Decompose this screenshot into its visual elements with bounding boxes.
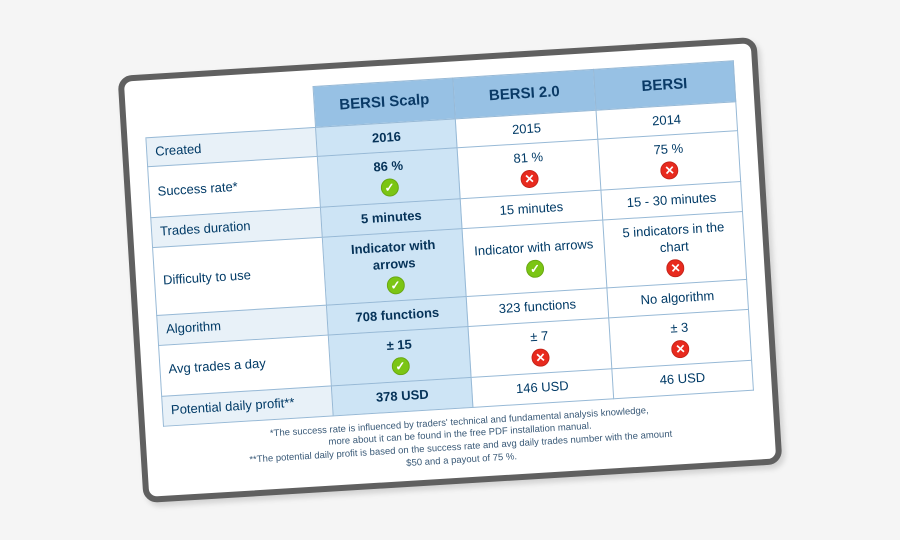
- cell-text: 15 - 30 minutes: [609, 189, 733, 213]
- cross-icon: [531, 348, 550, 367]
- comparison-card: BERSI Scalp BERSI 2.0 BERSI Created20162…: [118, 37, 783, 503]
- cell: ± 3: [608, 309, 751, 368]
- row-label: Difficulty to use: [153, 237, 327, 315]
- cell-text: 46 USD: [620, 367, 744, 391]
- cell-text: 2016: [324, 125, 448, 149]
- cell-text: 146 USD: [480, 376, 604, 400]
- cell-text: 2015: [464, 117, 588, 141]
- cell: ± 7: [468, 318, 611, 377]
- cross-icon: [666, 259, 685, 278]
- comparison-table: BERSI Scalp BERSI 2.0 BERSI Created20162…: [143, 60, 754, 426]
- cell: 81 %: [457, 140, 600, 199]
- cell-text: ± 3: [617, 316, 741, 340]
- cell-text: 75 %: [606, 138, 730, 162]
- cell: Indicator with arrows: [462, 220, 606, 296]
- cell-text: 323 functions: [475, 295, 599, 319]
- cell-text: 86 %: [326, 155, 450, 179]
- check-icon: [391, 356, 410, 375]
- cross-icon: [671, 339, 690, 358]
- cell: 86 %: [317, 148, 460, 207]
- check-icon: [380, 178, 399, 197]
- cell: 5 indicators in the chart: [602, 212, 746, 288]
- cell-text: 5 minutes: [329, 206, 453, 230]
- cell: Indicator with arrows: [322, 229, 466, 305]
- cell-text: ± 7: [477, 325, 601, 349]
- cell-text: ± 15: [337, 333, 461, 357]
- cross-icon: [660, 161, 679, 180]
- check-icon: [526, 259, 545, 278]
- cell-text: Indicator with arrows: [331, 236, 456, 277]
- check-icon: [386, 276, 405, 295]
- cell-text: 15 minutes: [469, 198, 593, 222]
- cell: 75 %: [597, 131, 740, 190]
- cell-text: Indicator with arrows: [472, 236, 596, 260]
- cell-text: 378 USD: [340, 384, 464, 408]
- cell-text: 2014: [605, 108, 729, 132]
- cross-icon: [520, 170, 539, 189]
- cell-text: No algorithm: [615, 286, 739, 310]
- cell-text: 81 %: [466, 147, 590, 171]
- cell-text: 708 functions: [335, 304, 459, 328]
- cell-text: 5 indicators in the chart: [611, 219, 736, 260]
- cell: ± 15: [328, 326, 471, 385]
